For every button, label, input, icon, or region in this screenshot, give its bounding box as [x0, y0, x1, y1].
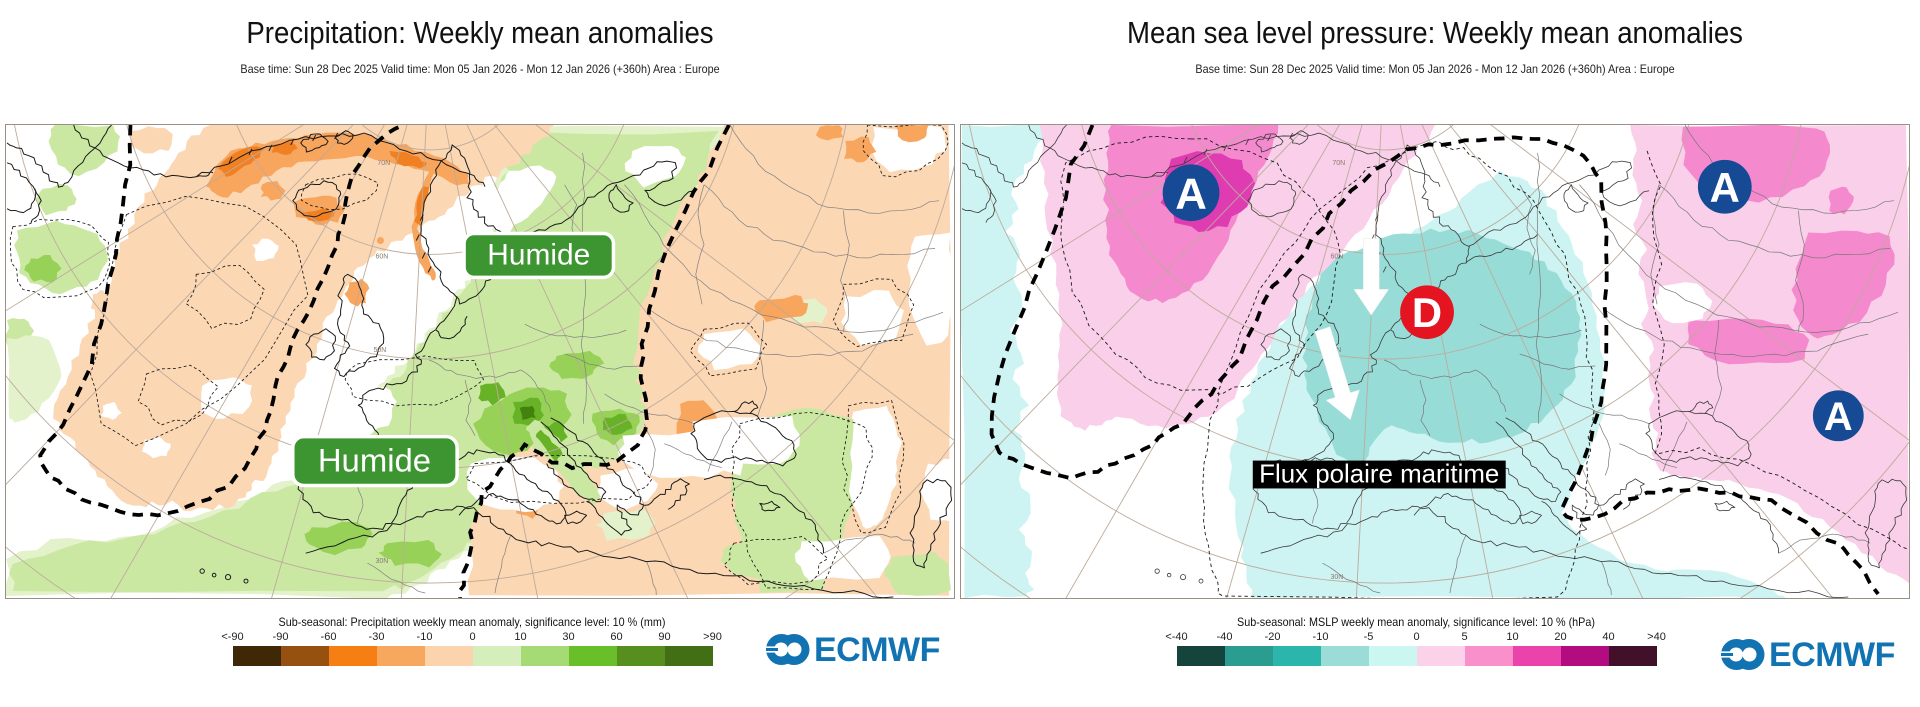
svg-text:70N: 70N: [377, 160, 390, 167]
svg-text:D: D: [1412, 289, 1442, 336]
svg-text:Humide: Humide: [487, 238, 590, 271]
svg-text:30N: 30N: [1330, 574, 1343, 581]
svg-text:70N: 70N: [1332, 160, 1345, 167]
svg-text:Flux polaire maritime: Flux polaire maritime: [1259, 460, 1499, 488]
svg-text:60N: 60N: [375, 253, 388, 260]
svg-text:Humide: Humide: [318, 442, 431, 479]
svg-text:ECMWF: ECMWF: [1769, 639, 1895, 670]
svg-text:A: A: [1175, 169, 1207, 218]
svg-text:A: A: [1824, 395, 1853, 439]
svg-text:60N: 60N: [1330, 253, 1343, 260]
svg-text:50N: 50N: [373, 347, 386, 354]
svg-text:ECMWF: ECMWF: [814, 634, 940, 665]
svg-text:A: A: [1710, 164, 1740, 211]
svg-text:30N: 30N: [375, 558, 388, 565]
